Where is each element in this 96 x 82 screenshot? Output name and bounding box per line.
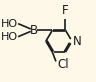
Text: HO: HO xyxy=(1,32,18,42)
Text: B: B xyxy=(30,24,38,37)
Text: N: N xyxy=(73,35,82,48)
Text: Cl: Cl xyxy=(58,58,69,71)
Text: F: F xyxy=(62,4,69,17)
Text: HO: HO xyxy=(1,19,18,29)
